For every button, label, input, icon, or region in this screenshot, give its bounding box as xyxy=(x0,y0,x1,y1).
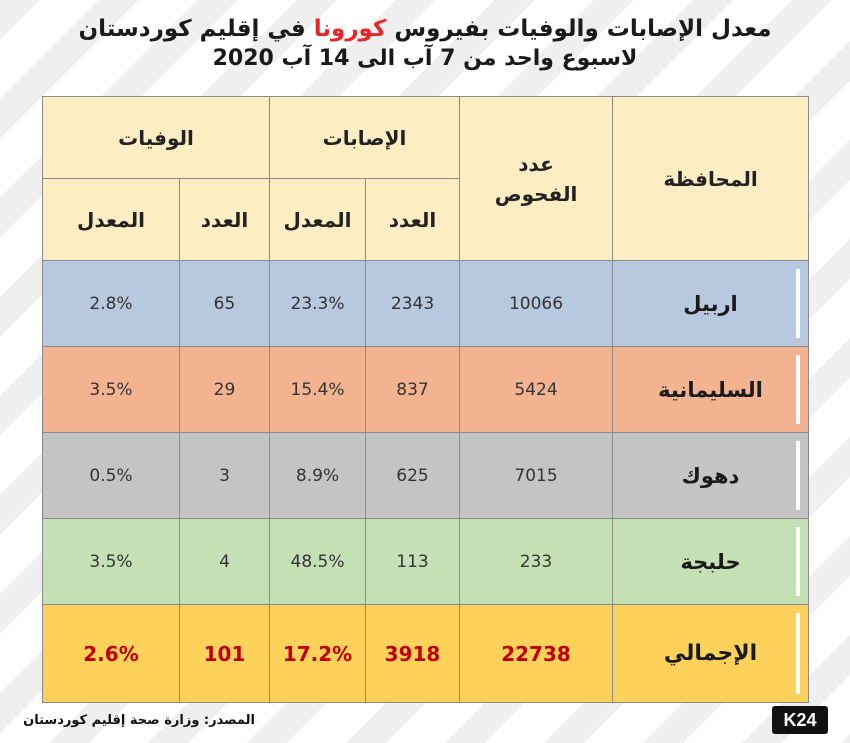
k24-logo: K24 xyxy=(772,706,828,734)
title-line-2: لاسبوع واحد من 7 آب الى 14 آب 2020 xyxy=(212,46,638,71)
row-tests: 5424 xyxy=(459,346,614,433)
total-infection-count: 3918 xyxy=(365,604,461,703)
row-infection-count: 837 xyxy=(365,346,461,433)
table-row: السليمانية 5424 837 15.4% 29 3.5% xyxy=(42,346,810,433)
total-tests: 22738 xyxy=(459,604,614,703)
header-infections-rate: المعدل xyxy=(268,178,367,261)
row-infection-count: 113 xyxy=(365,518,461,605)
title-part-2: في إقليم كوردستان xyxy=(78,16,306,42)
row-death-count: 4 xyxy=(179,518,270,605)
row-infection-count: 2343 xyxy=(365,260,461,347)
total-label: الإجمالي xyxy=(612,604,810,703)
row-infection-rate: 8.9% xyxy=(268,432,367,519)
row-death-rate: 3.5% xyxy=(42,518,180,605)
table-row: دهوك 7015 625 8.9% 3 0.5% xyxy=(42,432,810,519)
row-infection-rate: 23.3% xyxy=(268,260,367,347)
title-part-1: معدل الإصابات والوفيات بفيروس xyxy=(394,16,772,42)
header-row-2: العدد المعدل العدد المعدل xyxy=(42,178,809,261)
row-infection-count: 625 xyxy=(365,432,461,519)
row-governorate: السليمانية xyxy=(612,346,810,433)
header-governorate: المحافظة xyxy=(612,96,810,261)
table-row: حلبجة 233 113 48.5% 4 3.5% xyxy=(42,518,810,605)
row-infection-rate: 15.4% xyxy=(268,346,367,433)
row-death-rate: 3.5% xyxy=(42,346,180,433)
header-infections-count: العدد xyxy=(365,178,461,261)
row-infection-rate: 48.5% xyxy=(268,518,367,605)
row-death-count: 29 xyxy=(179,346,270,433)
title-line-1: معدل الإصابات والوفيات بفيروس كورونا في … xyxy=(0,14,850,44)
page-title: معدل الإصابات والوفيات بفيروس كورونا في … xyxy=(0,14,850,74)
row-governorate: دهوك xyxy=(612,432,810,519)
total-death-count: 101 xyxy=(179,604,270,703)
row-tests: 10066 xyxy=(459,260,614,347)
total-infection-rate: 17.2% xyxy=(268,604,367,703)
header-deaths-count: العدد xyxy=(179,178,270,261)
total-row: الإجمالي 22738 3918 17.2% 101 2.6% xyxy=(42,604,810,703)
row-death-count: 3 xyxy=(179,432,270,519)
title-accent-word: كورونا xyxy=(313,16,387,42)
row-tests: 233 xyxy=(459,518,614,605)
row-governorate: حلبجة xyxy=(612,518,810,605)
corona-stats-table: المحافظة عدد الفحوص الإصابات الوفيات الع… xyxy=(42,96,810,703)
header-infections: الإصابات xyxy=(268,96,461,179)
header-deaths-rate: المعدل xyxy=(42,178,180,261)
header-tests: عدد الفحوص xyxy=(459,96,614,261)
source-note: المصدر: وزارة صحة إقليم كوردستان xyxy=(23,713,255,728)
header-deaths: الوفيات xyxy=(42,96,270,179)
table-row: اربيل 10066 2343 23.3% 65 2.8% xyxy=(42,260,810,347)
header-tests-label: عدد الفحوص xyxy=(494,151,578,206)
header-row-1: المحافظة عدد الفحوص الإصابات الوفيات xyxy=(42,96,810,261)
row-tests: 7015 xyxy=(459,432,614,519)
total-death-rate: 2.6% xyxy=(42,604,180,703)
row-governorate: اربيل xyxy=(612,260,810,347)
row-death-count: 65 xyxy=(179,260,270,347)
row-death-rate: 2.8% xyxy=(42,260,180,347)
row-death-rate: 0.5% xyxy=(42,432,180,519)
